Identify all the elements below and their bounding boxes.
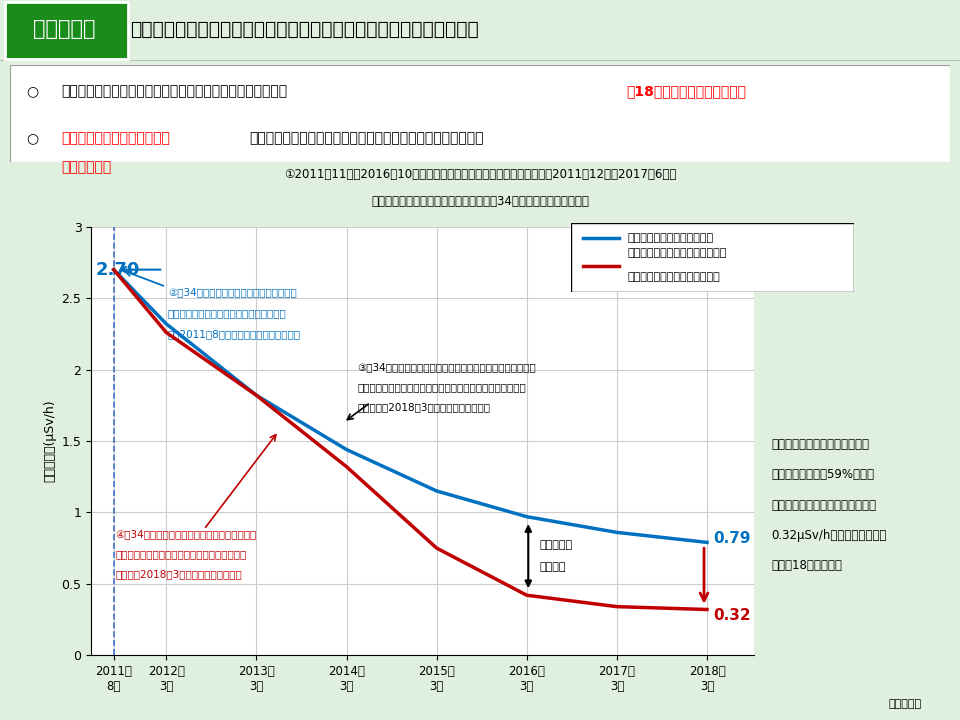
Text: ○: ○ xyxy=(27,84,38,98)
Text: 線量低減効果を含まずに、自然減衰及びウェザリングの影響: 線量低減効果を含まずに、自然減衰及びウェザリングの影響 xyxy=(357,382,526,392)
Text: 仮に除染を実施しなかった場合、: 仮に除染を実施しなかった場合、 xyxy=(772,498,876,512)
Text: 約18年早く線量低減を実現。: 約18年早く線量低減を実現。 xyxy=(626,84,746,98)
Text: ①2011年11月～2016年10月に実施した除染前のモニタリング結果及び2011年12月～2017年6月に: ①2011年11月～2016年10月に実施した除染前のモニタリング結果及び201… xyxy=(284,168,676,181)
Text: のみによる2018年3月までの推移を推計。: のみによる2018年3月までの推移を推計。 xyxy=(357,402,490,413)
Text: 0.32μSv/hまで下がるのに今: 0.32μSv/hまで下がるのに今 xyxy=(772,528,887,541)
Text: 環境省作成: 環境省作成 xyxy=(888,699,922,709)
Text: 0.32: 0.32 xyxy=(713,608,751,623)
Text: 除染の進捗及び除染実施効果を含: 除染の進捗及び除染実施効果を含 xyxy=(628,248,728,258)
Text: めた除染実施した場合の推計値: めた除染実施した場合の推計値 xyxy=(628,271,721,282)
Text: ④約34万点について、除染による線量低減結果: ④約34万点について、除染による線量低減結果 xyxy=(115,529,256,539)
Bar xyxy=(5,2,128,59)
Text: 実施した除染後のモニタリング結果の約34万点のデータから推計。: 実施した除染後のモニタリング結果の約34万点のデータから推計。 xyxy=(372,195,588,208)
Text: から、自然減衰及びウェザリングを考慮し: から、自然減衰及びウェザリングを考慮し xyxy=(168,308,286,318)
Text: 除染しなかった場合の推計値: 除染しなかった場合の推計値 xyxy=(628,233,714,243)
Text: 除染の実施により、仮に除染を実施しなかった場合と比べ、: 除染の実施により、仮に除染を実施しなかった場合と比べ、 xyxy=(61,84,287,98)
Text: 除染は被災地の復興の基盤。: 除染は被災地の復興の基盤。 xyxy=(61,131,170,145)
Text: 加味して2018年3月までの推移を推計。: 加味して2018年3月までの推移を推計。 xyxy=(115,570,242,580)
Text: 除染による: 除染による xyxy=(540,541,572,551)
Text: 平均的な線量が約59%低減。: 平均的な線量が約59%低減。 xyxy=(772,469,875,482)
Text: を考慮し、自然減衰及びウエザリングの影響を: を考慮し、自然減衰及びウエザリングの影響を xyxy=(115,549,247,559)
Y-axis label: 空間線量率(μSv/h): 空間線量率(μSv/h) xyxy=(43,400,56,482)
Text: 復興に貢献。: 復興に貢献。 xyxy=(61,160,111,174)
Text: 0.79: 0.79 xyxy=(713,531,751,546)
Text: 線量低減: 線量低減 xyxy=(540,562,565,572)
Text: 除染しなかった場合に比べて、: 除染しなかった場合に比べて、 xyxy=(772,438,870,451)
Text: 除染の目的: 除染の目的 xyxy=(33,19,96,40)
Text: 2.70: 2.70 xyxy=(96,261,140,279)
Text: から約18年かかる。: から約18年かかる。 xyxy=(772,559,843,572)
Text: ○: ○ xyxy=(27,131,38,145)
Text: て、2011年8月の線量を推計した値の平均: て、2011年8月の線量を推計した値の平均 xyxy=(168,330,300,340)
Text: ②約34万点の除染前のモニタリング実測値: ②約34万点の除染前のモニタリング実測値 xyxy=(168,287,297,297)
Text: 線量の早期低減を通じ、避難指示解除をはじめとする被災地の: 線量の早期低減を通じ、避難指示解除をはじめとする被災地の xyxy=(250,131,484,145)
Text: 直轄除染を行った地域における平均的な線量の推移（宅地及び農地）: 直轄除染を行った地域における平均的な線量の推移（宅地及び農地） xyxy=(130,20,478,39)
Text: ③約34万点の除染前のモニタリング実測値から、除染による: ③約34万点の除染前のモニタリング実測値から、除染による xyxy=(357,362,536,372)
